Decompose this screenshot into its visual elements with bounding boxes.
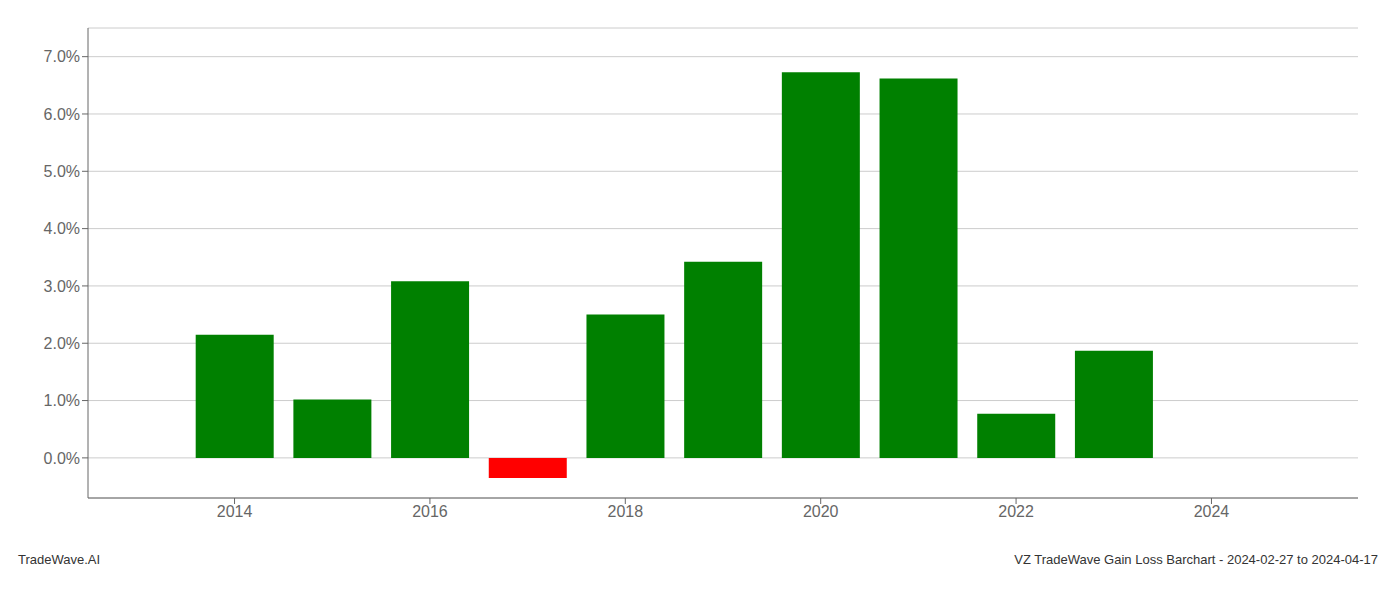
svg-text:2018: 2018 [608, 503, 644, 520]
svg-text:3.0%: 3.0% [44, 278, 80, 295]
svg-text:2024: 2024 [1194, 503, 1230, 520]
svg-text:2016: 2016 [412, 503, 448, 520]
svg-text:7.0%: 7.0% [44, 48, 80, 65]
svg-text:2.0%: 2.0% [44, 335, 80, 352]
svg-text:6.0%: 6.0% [44, 106, 80, 123]
svg-text:5.0%: 5.0% [44, 163, 80, 180]
svg-text:2014: 2014 [217, 503, 253, 520]
svg-text:4.0%: 4.0% [44, 220, 80, 237]
html-text:TradeWave.AI: TradeWave.AI [18, 552, 101, 567]
svg-text:2020: 2020 [803, 503, 839, 520]
svg-text:2022: 2022 [998, 503, 1034, 520]
svg-text:1.0%: 1.0% [44, 392, 80, 409]
svg-text:0.0%: 0.0% [44, 450, 80, 467]
html-text:VZ TradeWave Gain Loss Barchar: VZ TradeWave Gain Loss Barchart - 2024-0… [1014, 552, 1378, 567]
